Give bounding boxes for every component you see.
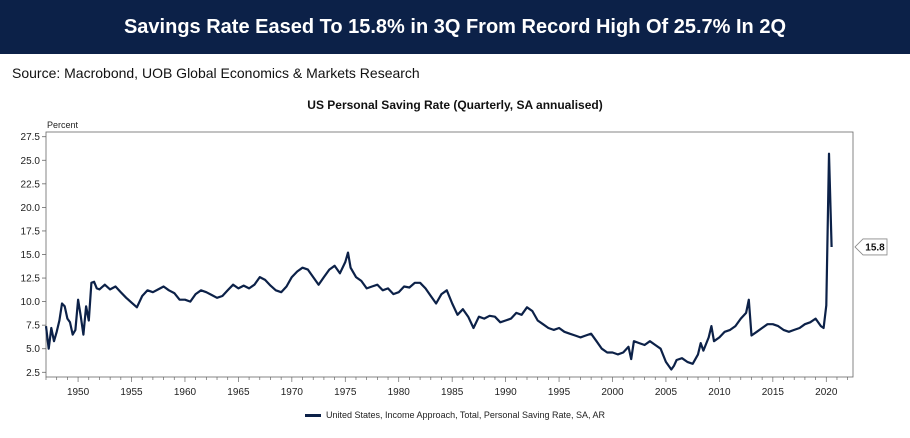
series-line-0 — [44, 152, 833, 371]
legend: United States, Income Approach, Total, P… — [0, 410, 910, 420]
x-tick-label: 2005 — [655, 387, 678, 398]
x-tick-label: 2010 — [708, 387, 731, 398]
legend-label: United States, Income Approach, Total, P… — [326, 410, 605, 420]
last-value-callout — [854, 238, 888, 256]
header-banner: Savings Rate Eased To 15.8% in 3Q From R… — [0, 0, 910, 54]
y-tick-label: 7.5 — [26, 321, 40, 332]
y-tick-label: 2.5 — [26, 368, 40, 379]
y-tick-label: 15.0 — [21, 250, 41, 261]
y-tick-label: 5.0 — [26, 344, 40, 355]
plot-area: 2.5 5.0 7.5 10.0 12.5 15.0 17.5 20.0 22.5 25.0 27.… — [21, 131, 888, 398]
x-tick-label: 1975 — [334, 387, 357, 398]
legend-swatch — [305, 413, 321, 417]
y-tick-label: 22.5 — [21, 179, 41, 190]
x-tick-label: 2015 — [762, 387, 785, 398]
y-tick-label: 10.0 — [21, 297, 41, 308]
y-tick-label: 27.5 — [21, 132, 41, 143]
plot-frame — [45, 131, 854, 378]
y-axis-label: Percent — [47, 120, 79, 130]
x-tick-label: 1995 — [548, 387, 571, 398]
source-note: Source: Macrobond, UOB Global Economics … — [12, 65, 420, 81]
y-tick-label: 12.5 — [21, 274, 41, 285]
y-tick-label: 17.5 — [21, 226, 41, 237]
x-tick-label: 2000 — [601, 387, 624, 398]
chart-title: US Personal Saving Rate (Quarterly, SA a… — [307, 98, 603, 112]
x-tick-label: 1980 — [388, 387, 411, 398]
last-value-label: 15.8 — [865, 242, 885, 253]
x-tick-label: 2020 — [815, 387, 838, 398]
x-tick-label: 1965 — [227, 387, 250, 398]
y-tick-label: 20.0 — [21, 203, 41, 214]
x-tick-label: 1960 — [174, 387, 197, 398]
banner-title: Savings Rate Eased To 15.8% in 3Q From R… — [123, 15, 787, 38]
x-tick-label: 1990 — [494, 387, 517, 398]
x-tick-label: 1950 — [67, 387, 90, 398]
x-tick-label: 1970 — [281, 387, 304, 398]
y-tick-label: 25.0 — [21, 156, 41, 167]
x-tick-label: 1955 — [120, 387, 143, 398]
x-tick-label: 1985 — [441, 387, 464, 398]
